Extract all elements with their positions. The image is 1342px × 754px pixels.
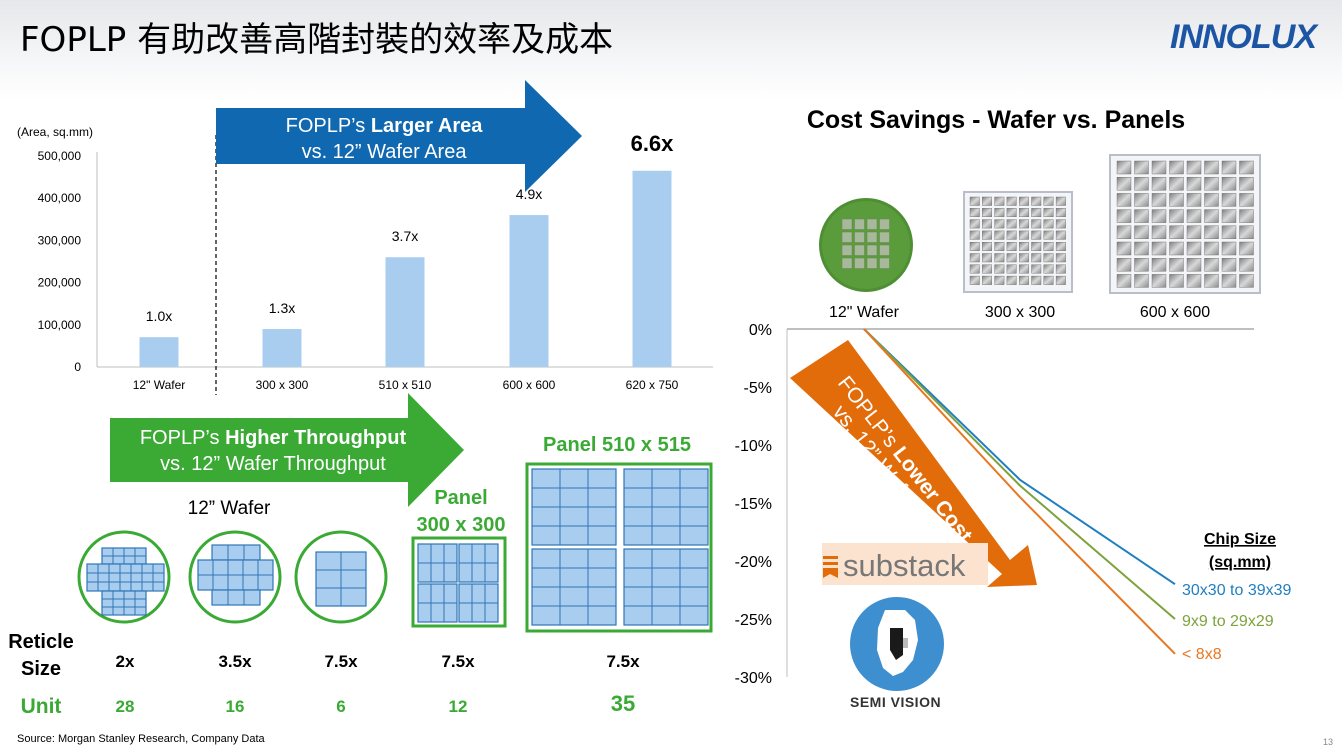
cost-y-tick-label: -20%: [735, 554, 772, 571]
area-arrow-prefix: FOPLP’s: [286, 115, 371, 137]
reticle-size-value: 7.5x: [606, 652, 640, 671]
reticle-label-line1: Reticle: [8, 631, 74, 653]
area-arrow-line2: vs. 12” Wafer Area: [302, 141, 468, 163]
reticle-grid: [623, 468, 709, 546]
y-axis-label: (Area, sq.mm): [17, 125, 93, 139]
unit-value: 35: [611, 691, 635, 716]
innolux-logo: INNOLUX: [1170, 18, 1317, 56]
cost-y-tick-label: -30%: [735, 670, 772, 687]
bar: [139, 337, 179, 367]
reticle-grid: [417, 543, 458, 583]
y-tick-label: 400,000: [38, 191, 82, 205]
substack-logo: substack: [822, 543, 988, 585]
reticle-grid: [531, 548, 617, 626]
cost-category-label: 600 x 600: [1140, 304, 1210, 321]
bar-data-label: 3.7x: [392, 228, 418, 244]
unit-value: 6: [336, 697, 345, 716]
x-tick-label: 600 x 600: [503, 378, 556, 392]
bar-data-label: 4.9x: [516, 186, 542, 202]
bar: [509, 215, 549, 367]
reticle-grid: [458, 543, 499, 583]
larger-area-arrow: FOPLP’s Larger Area vs. 12” Wafer Area: [216, 80, 582, 192]
bar: [262, 329, 302, 367]
bar-data-label: 1.3x: [269, 300, 295, 316]
svg-text:FOPLP’s Lower Cost: FOPLP’s Lower Cost: [833, 372, 977, 547]
cost-series-line: [863, 328, 1176, 620]
reticle-grid: [211, 589, 261, 606]
wafer-image: [819, 198, 913, 292]
slide-title: FOPLP 有助改善高階封裝的效率及成本: [20, 20, 614, 60]
unit-value: 28: [116, 697, 135, 716]
wafer-group-title: 12” Wafer: [188, 498, 271, 519]
semi-vision-logo: [850, 597, 944, 691]
reticle-size-value: 7.5x: [441, 652, 475, 671]
bar-data-label: 6.6x: [631, 131, 675, 156]
reticle-size-value: 2x: [116, 652, 135, 671]
x-tick-label: 620 x 750: [626, 378, 679, 392]
cost-series-line: [863, 328, 1176, 655]
legend-item: 9x9 to 29x29: [1182, 613, 1274, 630]
legend-item: 30x30 to 39x39: [1182, 582, 1292, 599]
legend-title-line1: Chip Size: [1204, 531, 1276, 548]
legend-title-line2: (sq.mm): [1209, 554, 1271, 571]
reticle-size-value: 3.5x: [218, 652, 252, 671]
cost-y-tick-label: 0%: [749, 322, 772, 339]
page-number: 13: [1323, 737, 1334, 747]
reticle-grid: [86, 563, 165, 592]
bar: [385, 257, 425, 367]
substack-text: substack: [843, 548, 966, 583]
y-tick-label: 300,000: [38, 233, 82, 247]
reticle-grid: [211, 544, 261, 561]
throughput-arrow-line2: vs. 12” Wafer Throughput: [160, 453, 386, 475]
panel300-title-line1: Panel: [434, 487, 487, 509]
reticle-grid: [315, 551, 367, 607]
area-arrow-bold: Larger Area: [371, 115, 483, 137]
unit-value: 12: [449, 697, 468, 716]
cost-category-label: 12" Wafer: [829, 304, 900, 321]
throughput-arrow-bold: Higher Throughput: [225, 427, 406, 449]
reticle-grid: [101, 590, 147, 616]
higher-throughput-arrow: FOPLP’s Higher Throughput vs. 12” Wafer …: [110, 393, 464, 507]
y-tick-label: 100,000: [38, 318, 82, 332]
source-note: Source: Morgan Stanley Research, Company…: [17, 733, 265, 745]
y-tick-label: 0: [74, 360, 81, 374]
unit-value: 16: [226, 697, 245, 716]
panel300-image: [963, 191, 1073, 293]
reticle-grid: [417, 583, 458, 623]
header-band: [0, 0, 1342, 100]
throughput-arrow-prefix: FOPLP’s: [140, 427, 225, 449]
bar-data-label: 1.0x: [146, 308, 172, 324]
cost-series-line: [863, 328, 1176, 586]
unit-label: Unit: [21, 695, 62, 718]
cost-savings-chart: Cost Savings - Wafer vs. Panels 12" Wafe…: [735, 106, 1292, 687]
bar: [632, 170, 672, 367]
cost-y-tick-label: -25%: [735, 612, 772, 629]
reticle-label-line2: Size: [21, 658, 61, 680]
reticle-grid: [531, 468, 617, 546]
reticle-grid: [623, 548, 709, 626]
cost-y-tick-label: -15%: [735, 496, 772, 513]
svg-text:FOPLP’s Larger Area: FOPLP’s Larger Area: [286, 115, 484, 137]
y-tick-label: 200,000: [38, 276, 82, 290]
reticle-grid: [197, 559, 274, 591]
cost-y-tick-label: -10%: [735, 438, 772, 455]
reticle-size-value: 7.5x: [324, 652, 358, 671]
cost-y-tick-label: -5%: [744, 380, 772, 397]
legend-item: < 8x8: [1182, 646, 1222, 663]
reticle-grid: [458, 583, 499, 623]
panel600-image: [1109, 154, 1261, 294]
y-tick-label: 500,000: [38, 149, 82, 163]
reticle-grid: [101, 547, 147, 565]
x-tick-label: 300 x 300: [256, 378, 309, 392]
x-tick-label: 510 x 510: [379, 378, 432, 392]
panel510-title: Panel 510 x 515: [543, 434, 691, 456]
area-bar-chart: (Area, sq.mm) 500,000 400,000 300,000 200,0…: [17, 125, 713, 395]
panel300-title-line2: 300 x 300: [417, 514, 506, 536]
cost-chart-title: Cost Savings - Wafer vs. Panels: [807, 106, 1185, 134]
svg-text:FOPLP’s Higher Throughput: FOPLP’s Higher Throughput: [140, 427, 407, 449]
semi-vision-text: SEMI VISION: [850, 694, 942, 710]
cost-category-label: 300 x 300: [985, 304, 1055, 321]
x-tick-label: 12" Wafer: [133, 378, 186, 392]
